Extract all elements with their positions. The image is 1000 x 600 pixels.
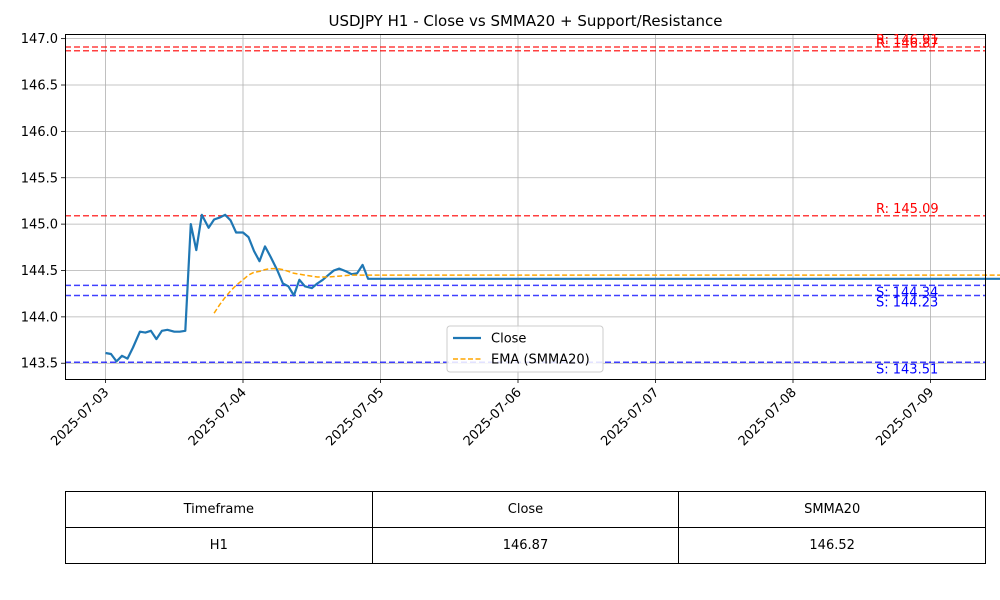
x-tick-label: 2025-07-05 (323, 385, 387, 449)
level-labels: R: 146.91R: 146.87R: 145.09S: 144.34S: 1… (876, 33, 939, 377)
x-tick-label: 2025-07-06 (461, 385, 525, 449)
series-lines (105, 213, 1000, 363)
summary-table: Timeframe Close SMMA20 H1 146.87 146.52 (65, 491, 986, 564)
table-header-row: Timeframe Close SMMA20 (65, 491, 986, 528)
y-tick-label: 145.0 (21, 218, 58, 233)
support-label: S: 143.51 (876, 362, 938, 377)
resistance-label: R: 145.09 (876, 202, 939, 217)
y-tick-label: 144.0 (21, 310, 58, 325)
support-resistance-lines (65, 46, 985, 364)
x-axis: 2025-07-03 2025-07-04 2025-07-05 2025-07-06… (48, 379, 937, 449)
y-tick-label: 144.5 (21, 264, 58, 279)
x-tick-label: 2025-07-09 (873, 385, 937, 449)
y-tick-label: 145.5 (21, 171, 58, 186)
x-tick-label: 2025-07-07 (598, 385, 662, 449)
table-row: H1 146.87 146.52 (65, 527, 986, 564)
chart-title: USDJPY H1 - Close vs SMMA20 + Support/Re… (328, 12, 722, 30)
legend-label-close: Close (491, 332, 526, 347)
y-tick-label: 143.5 (21, 357, 58, 372)
price-chart: USDJPY H1 - Close vs SMMA20 + Support/Re… (21, 12, 1000, 449)
y-tick-label: 146.5 (21, 79, 58, 94)
x-tick-label: 2025-07-03 (48, 385, 112, 449)
y-tick-label: 147.0 (21, 32, 58, 47)
resistance-label: R: 146.91 (876, 33, 939, 48)
table-header-timeframe: Timeframe (65, 491, 373, 528)
support-label: S: 144.34 (876, 285, 938, 300)
table-cell-timeframe: H1 (65, 527, 373, 564)
legend-box (446, 325, 604, 373)
legend-label-smma: EMA (SMMA20) (491, 353, 590, 368)
table-header-close: Close (371, 491, 680, 528)
table-cell-smma20: 146.52 (678, 527, 986, 564)
y-tick-label: 146.0 (21, 125, 58, 140)
resistance-label: R: 146.87 (876, 37, 939, 52)
grid-lines (65, 34, 985, 379)
table-header-smma20: SMMA20 (678, 491, 986, 528)
y-axis: 143.5 144.0 144.5 145.0 145.5 146.0 146.5 147.0 (21, 32, 65, 372)
legend: Close EMA (SMMA20) (446, 325, 604, 373)
close-price-line (105, 213, 1000, 363)
x-tick-label: 2025-07-08 (736, 385, 800, 449)
plot-frame (65, 34, 986, 380)
x-tick-label: 2025-07-04 (186, 385, 250, 449)
support-label: S: 144.23 (876, 296, 938, 311)
table-cell-close: 146.87 (371, 527, 680, 564)
